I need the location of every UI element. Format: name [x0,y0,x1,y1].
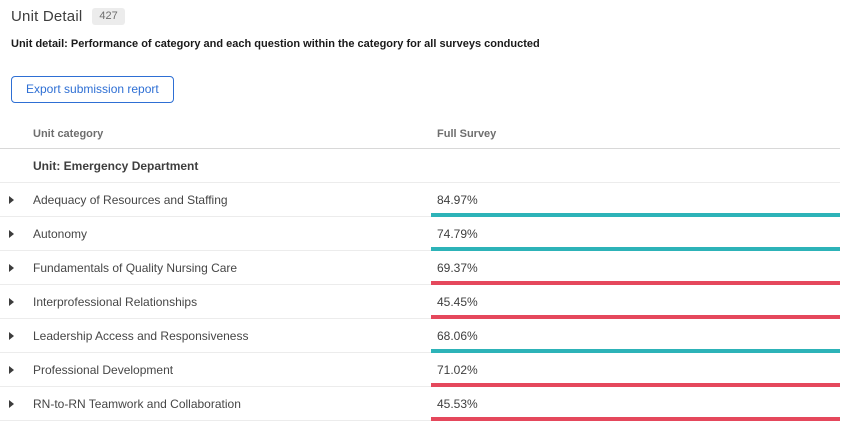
table-row[interactable]: Leadership Access and Responsiveness 68.… [0,319,840,353]
page-header: Unit Detail 427 [0,8,840,25]
category-score: 45.45% [437,294,478,309]
score-underline [431,383,840,387]
page-title: Unit Detail [11,8,83,25]
table-row[interactable]: Interprofessional Relationships 45.45% [0,285,840,319]
category-score: 68.06% [437,328,478,343]
table-header-row: Unit category Full Survey [0,119,840,149]
unit-detail-table: Unit category Full Survey Unit: Emergenc… [0,119,840,421]
expand-caret-icon[interactable] [9,297,14,306]
category-label: Interprofessional Relationships [33,294,198,309]
expand-caret-icon[interactable] [9,263,14,272]
table-row[interactable]: Adequacy of Resources and Staffing 84.97… [0,183,840,217]
category-score: 69.37% [437,260,478,275]
category-label: Leadership Access and Responsiveness [33,328,249,343]
expand-caret-icon[interactable] [9,399,14,408]
category-label: Professional Development [33,362,174,377]
expand-caret-icon[interactable] [9,195,14,204]
table-row[interactable]: Fundamentals of Quality Nursing Care 69.… [0,251,840,285]
category-label: Autonomy [33,226,88,241]
export-submission-report-button[interactable]: Export submission report [11,76,174,103]
expand-caret-icon[interactable] [9,229,14,238]
column-header-full-survey: Full Survey [437,127,497,140]
column-header-unit-category: Unit category [33,127,104,140]
expand-caret-icon[interactable] [9,331,14,340]
category-score: 74.79% [437,226,478,241]
category-score: 84.97% [437,192,478,207]
table-row[interactable]: Autonomy 74.79% [0,217,840,251]
unit-group-row: Unit: Emergency Department [0,149,840,183]
table-row[interactable]: RN-to-RN Teamwork and Collaboration 45.5… [0,387,840,421]
page-description: Unit detail: Performance of category and… [11,38,540,50]
category-label: Adequacy of Resources and Staffing [33,192,228,207]
category-score: 45.53% [437,396,478,411]
response-count-badge: 427 [92,8,125,25]
score-underline [431,315,840,319]
score-underline [431,281,840,285]
score-underline [431,349,840,353]
unit-group-label: Unit: Emergency Department [33,158,199,173]
category-score: 71.02% [437,362,478,377]
expand-caret-icon[interactable] [9,365,14,374]
score-underline [431,247,840,251]
unit-detail-page: Unit Detail 427 Unit detail: Performance… [0,8,840,421]
category-label: RN-to-RN Teamwork and Collaboration [33,396,241,411]
score-underline [431,213,840,217]
table-row[interactable]: Professional Development 71.02% [0,353,840,387]
score-underline [431,417,840,421]
category-label: Fundamentals of Quality Nursing Care [33,260,238,275]
